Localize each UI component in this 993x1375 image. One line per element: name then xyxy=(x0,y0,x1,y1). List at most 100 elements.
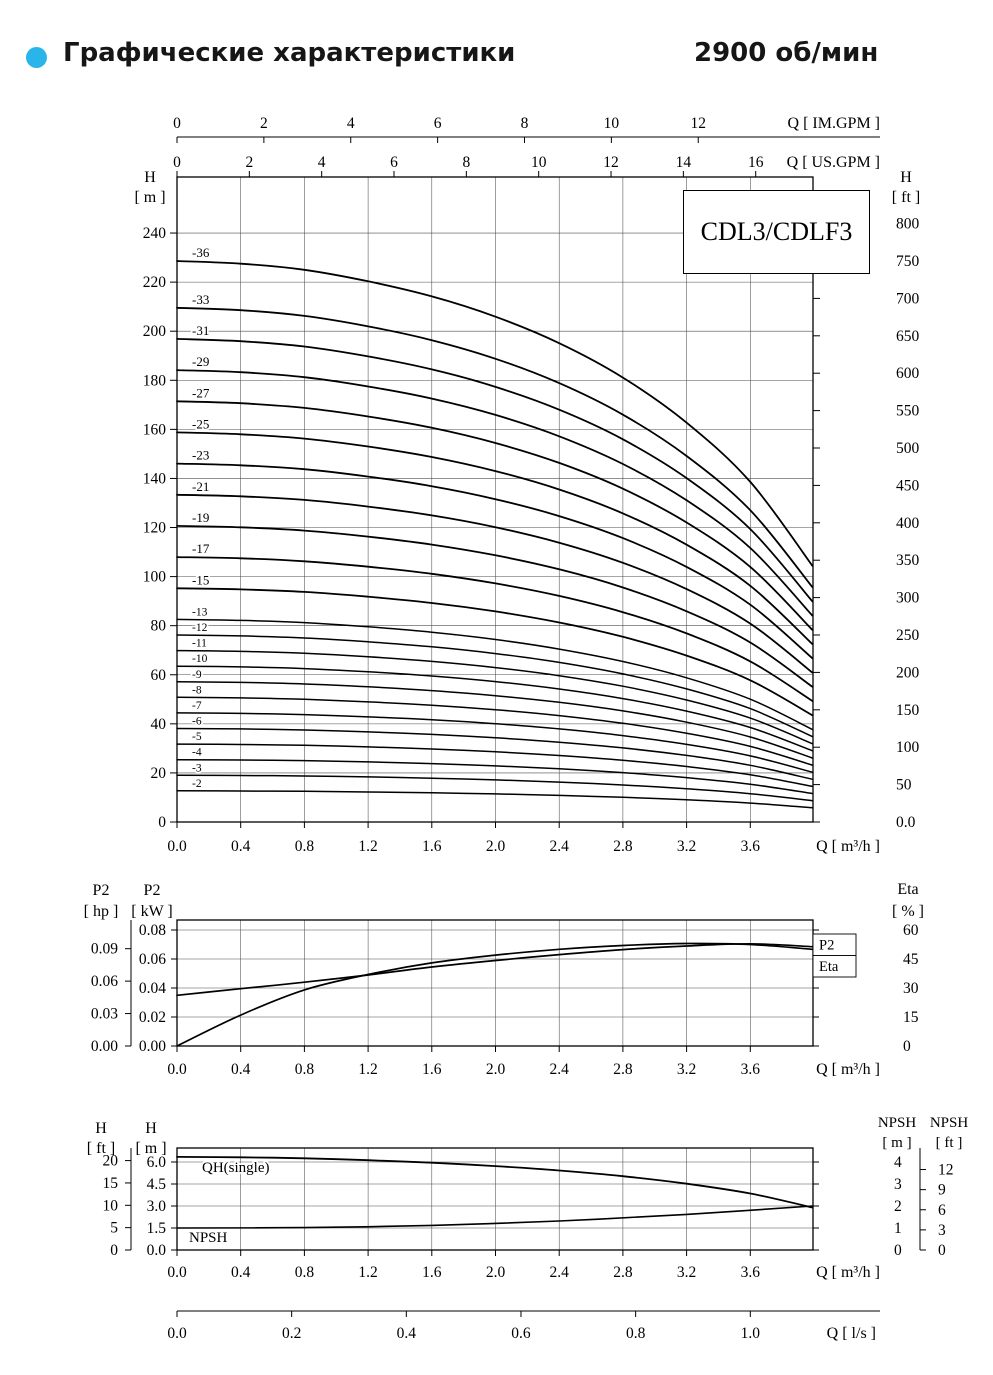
svg-text:-2: -2 xyxy=(192,778,202,790)
svg-text:[ ft ]: [ ft ] xyxy=(936,1135,963,1151)
svg-text:3.0: 3.0 xyxy=(147,1198,167,1215)
svg-text:4: 4 xyxy=(318,154,326,171)
svg-text:8: 8 xyxy=(521,115,529,132)
svg-text:2: 2 xyxy=(245,154,253,171)
svg-text:240: 240 xyxy=(143,225,167,242)
svg-text:45: 45 xyxy=(903,951,919,968)
svg-text:450: 450 xyxy=(896,477,920,494)
svg-text:3.6: 3.6 xyxy=(741,1061,761,1078)
svg-text:0.8: 0.8 xyxy=(295,1061,315,1078)
svg-text:-17: -17 xyxy=(192,541,210,556)
svg-text:-13: -13 xyxy=(192,606,208,618)
svg-text:300: 300 xyxy=(896,590,920,607)
svg-text:1.6: 1.6 xyxy=(422,838,442,855)
svg-text:-21: -21 xyxy=(192,479,209,494)
svg-text:0: 0 xyxy=(173,154,181,171)
svg-text:-8: -8 xyxy=(192,684,202,696)
svg-text:0.8: 0.8 xyxy=(295,1264,315,1281)
svg-text:14: 14 xyxy=(676,154,692,171)
svg-text:Eta: Eta xyxy=(819,959,839,975)
svg-text:550: 550 xyxy=(896,403,920,420)
svg-text:0.2: 0.2 xyxy=(282,1325,301,1342)
svg-text:3.2: 3.2 xyxy=(677,1061,696,1078)
svg-text:80: 80 xyxy=(151,618,167,635)
svg-text:-9: -9 xyxy=(192,669,202,681)
svg-text:-31: -31 xyxy=(192,323,209,338)
svg-text:12: 12 xyxy=(690,115,706,132)
svg-text:2.4: 2.4 xyxy=(550,838,570,855)
svg-text:-6: -6 xyxy=(192,716,202,728)
svg-text:220: 220 xyxy=(143,274,167,291)
svg-text:0: 0 xyxy=(894,1242,902,1259)
qh-multistage-chart: -2 -3 -4 -5 -6 -7 -8 -9 -10 -11 -12 -13 -15 -17 -19 -21… xyxy=(134,115,920,855)
svg-text:1.2: 1.2 xyxy=(358,1264,377,1281)
svg-text:[ kW ]: [ kW ] xyxy=(131,903,172,920)
svg-text:3: 3 xyxy=(894,1176,902,1193)
svg-text:500: 500 xyxy=(896,440,920,457)
svg-text:0.03: 0.03 xyxy=(91,1006,118,1023)
svg-text:1.6: 1.6 xyxy=(422,1264,442,1281)
svg-text:8: 8 xyxy=(462,154,470,171)
svg-text:[ ft ]: [ ft ] xyxy=(892,189,920,206)
svg-text:0.00: 0.00 xyxy=(91,1038,118,1055)
svg-text:NPSH: NPSH xyxy=(189,1230,228,1246)
svg-text:H: H xyxy=(144,169,156,186)
svg-text:800: 800 xyxy=(896,216,920,233)
svg-text:6: 6 xyxy=(434,115,442,132)
svg-text:0: 0 xyxy=(903,1038,911,1055)
svg-text:1.0: 1.0 xyxy=(741,1325,761,1342)
svg-text:350: 350 xyxy=(896,552,920,569)
svg-text:250: 250 xyxy=(896,627,920,644)
svg-text:10: 10 xyxy=(531,154,547,171)
svg-text:0.4: 0.4 xyxy=(231,838,251,855)
svg-text:H: H xyxy=(145,1120,157,1137)
svg-text:6.0: 6.0 xyxy=(147,1154,167,1171)
svg-text:9: 9 xyxy=(938,1182,946,1199)
svg-text:60: 60 xyxy=(151,667,167,684)
svg-text:650: 650 xyxy=(896,328,920,345)
svg-text:20: 20 xyxy=(103,1153,119,1170)
svg-text:2.8: 2.8 xyxy=(613,838,633,855)
svg-text:0.0: 0.0 xyxy=(147,1242,167,1259)
svg-text:0.0: 0.0 xyxy=(167,1264,187,1281)
svg-text:2: 2 xyxy=(260,115,268,132)
svg-text:100: 100 xyxy=(143,569,167,586)
svg-text:-15: -15 xyxy=(192,572,209,587)
svg-text:1.2: 1.2 xyxy=(358,1061,377,1078)
svg-text:-29: -29 xyxy=(192,354,209,369)
svg-text:Q [ m³/h ]: Q [ m³/h ] xyxy=(816,838,880,855)
svg-text:150: 150 xyxy=(896,702,920,719)
svg-text:160: 160 xyxy=(143,421,167,438)
svg-text:4: 4 xyxy=(894,1154,902,1171)
svg-text:-36: -36 xyxy=(192,245,210,260)
model-label-box: CDL3/CDLF3 xyxy=(683,190,870,274)
svg-text:40: 40 xyxy=(151,716,167,733)
svg-text:3.2: 3.2 xyxy=(677,838,696,855)
svg-text:0.4: 0.4 xyxy=(397,1325,417,1342)
svg-text:750: 750 xyxy=(896,253,920,270)
svg-text:-23: -23 xyxy=(192,448,209,463)
svg-text:0.8: 0.8 xyxy=(295,838,315,855)
svg-text:0.06: 0.06 xyxy=(91,973,118,990)
svg-text:0.02: 0.02 xyxy=(139,1009,166,1026)
svg-text:0: 0 xyxy=(938,1242,946,1259)
svg-text:Q [ l/s ]: Q [ l/s ] xyxy=(827,1325,876,1342)
svg-text:[ m ]: [ m ] xyxy=(882,1135,911,1151)
svg-text:Q [ m³/h ]: Q [ m³/h ] xyxy=(816,1061,880,1078)
svg-text:180: 180 xyxy=(143,372,167,389)
svg-text:0.0: 0.0 xyxy=(167,838,187,855)
svg-text:0: 0 xyxy=(173,115,181,132)
bullet-icon xyxy=(26,47,47,68)
svg-text:[ m ]: [ m ] xyxy=(134,189,165,206)
svg-text:0.6: 0.6 xyxy=(511,1325,531,1342)
svg-text:4.5: 4.5 xyxy=(147,1176,167,1193)
svg-text:2.0: 2.0 xyxy=(486,1061,506,1078)
svg-text:0: 0 xyxy=(158,814,166,831)
svg-text:12: 12 xyxy=(603,154,619,171)
svg-text:QH(single): QH(single) xyxy=(202,1160,270,1176)
svg-text:2.8: 2.8 xyxy=(613,1264,633,1281)
svg-text:15: 15 xyxy=(903,1009,919,1026)
svg-text:400: 400 xyxy=(896,515,920,532)
